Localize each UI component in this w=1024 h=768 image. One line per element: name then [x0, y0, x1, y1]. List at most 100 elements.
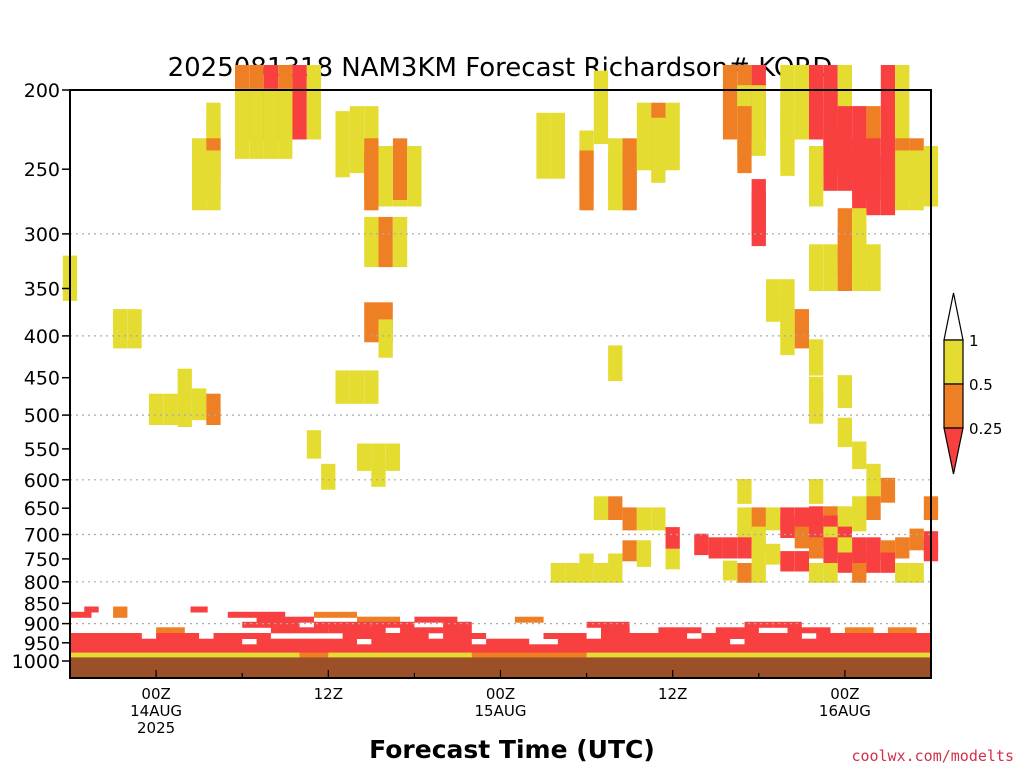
ri-cell	[636, 546, 652, 567]
cells-layer	[62, 65, 939, 659]
ri-stripe	[400, 627, 444, 634]
ri-cell	[651, 117, 666, 183]
ri-stripe	[887, 627, 917, 634]
ri-stripe	[227, 611, 286, 618]
ri-stripe	[844, 627, 874, 634]
ri-stripe	[371, 621, 415, 628]
ri-stripe	[256, 616, 314, 623]
x-axis-label: Forecast Time (UTC)	[369, 735, 655, 764]
ri-stripe	[557, 638, 731, 645]
ri-cell	[751, 563, 766, 583]
ri-cell	[880, 65, 896, 140]
ri-stripe	[443, 633, 487, 639]
y-tick-label: 650	[24, 498, 60, 520]
ri-cell	[335, 370, 350, 404]
ri-cell	[766, 543, 781, 565]
ri-cell	[385, 443, 400, 471]
ri-cell	[579, 553, 594, 574]
ri-cell	[579, 150, 594, 211]
ri-stripe	[543, 633, 587, 639]
ri-cell	[622, 540, 637, 562]
surface-band	[70, 657, 931, 678]
y-tick-label: 900	[24, 614, 60, 636]
x-tick-label: 14AUG	[130, 702, 182, 720]
legend: 0.25 0.5 1	[943, 292, 1002, 475]
ri-stripe	[328, 652, 472, 659]
ri-cell	[780, 515, 795, 538]
ri-stripe	[443, 621, 472, 628]
ri-stripe	[270, 627, 329, 634]
ri-cell	[895, 65, 910, 140]
ri-cell	[722, 537, 738, 559]
ri-stripe	[787, 627, 831, 634]
ri-stripe	[471, 652, 587, 659]
ri-cell	[837, 244, 852, 291]
ri-stripe	[70, 649, 931, 656]
ri-cell	[364, 150, 379, 211]
y-tick-label: 250	[24, 159, 60, 181]
legend-swatch-orange	[943, 383, 964, 429]
ri-cell	[306, 65, 322, 140]
ri-stripe	[701, 633, 802, 639]
ri-cell	[364, 302, 379, 343]
ri-cell	[737, 563, 752, 583]
x-tick-label: 00Z	[486, 685, 515, 703]
ri-cell	[665, 102, 680, 171]
ri-stripe	[70, 633, 142, 639]
ri-cell	[235, 88, 250, 159]
ri-stripe	[744, 621, 774, 628]
legend-level-label: 1	[969, 332, 979, 350]
ri-stripe	[299, 652, 329, 659]
y-axis: 200 250 300 350 400 450 500 550 600 650 7007508008…	[12, 80, 70, 673]
ri-cell	[378, 216, 393, 268]
ri-cell	[809, 392, 824, 424]
ri-cell	[593, 563, 609, 583]
ri-stripe	[84, 606, 99, 613]
ri-cell	[292, 65, 307, 140]
ri-stripe	[190, 606, 208, 613]
ri-cell	[895, 537, 910, 559]
x-tick-label: 00Z	[141, 685, 170, 703]
ri-cell	[751, 192, 766, 247]
ri-cell	[593, 70, 609, 144]
ri-cell	[852, 563, 867, 583]
ri-cell	[335, 111, 350, 178]
ri-cell	[837, 127, 852, 191]
ri-stripe	[313, 621, 372, 628]
ri-stripe	[213, 633, 271, 639]
ri-cell	[349, 370, 365, 404]
legend-swatch-high	[943, 292, 964, 341]
y-tick-label: 850	[24, 593, 60, 615]
ri-cell	[880, 156, 896, 216]
ri-cell	[206, 150, 221, 211]
ri-cell	[837, 375, 852, 408]
ri-stripe	[744, 638, 931, 645]
ri-cell	[622, 150, 637, 211]
ri-cell	[407, 146, 422, 207]
y-tick-label: 550	[24, 439, 60, 461]
ri-stripe	[443, 627, 472, 634]
ri-cell	[177, 395, 192, 427]
ri-cell	[371, 460, 386, 487]
ri-cell	[809, 537, 824, 559]
ri-cell	[349, 106, 365, 174]
ri-cell	[550, 563, 565, 583]
ri-cell	[866, 552, 881, 573]
ri-cell	[837, 506, 852, 530]
x-tick-label: 00Z	[830, 685, 859, 703]
ri-cell	[392, 138, 408, 200]
ri-cell	[737, 507, 752, 531]
ri-cell	[766, 279, 781, 322]
ri-cell	[809, 479, 824, 504]
ri-stripe	[156, 627, 185, 634]
ri-cell	[364, 370, 379, 404]
ri-cell	[636, 507, 652, 531]
x-tick-label: 2025	[137, 719, 175, 737]
ri-stripe	[313, 611, 357, 618]
ri-stripe	[242, 621, 300, 628]
ri-cell	[852, 441, 867, 469]
ri-cell	[823, 127, 838, 191]
legend-swatch-red	[943, 427, 964, 475]
ri-stripe	[816, 633, 931, 639]
